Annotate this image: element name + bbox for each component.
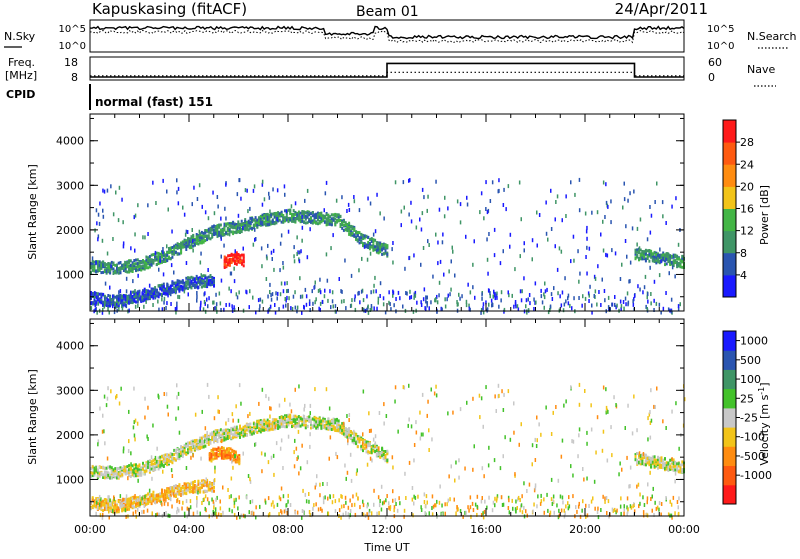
vel-colorbar-swatch-0 (723, 485, 736, 505)
power-colorbar-label: Power [dB] (758, 185, 771, 245)
vel-colorbar-tick-0: 1000 (740, 335, 768, 348)
noise-left-label: N.Sky (4, 30, 36, 43)
freq-tick-bottom: 8 (71, 71, 78, 84)
vel-colorbar-swatch-5 (723, 389, 736, 409)
power-colorbar-swatch-5 (723, 164, 736, 187)
echo-band-3 (635, 452, 686, 474)
time-tick-label-1: 04:00 (173, 523, 205, 536)
frequency-panel: Freq. [MHz] 18 8 60 0 Nave (5, 56, 776, 86)
power-ytick-label-2: 3000 (56, 179, 84, 192)
power-colorbar-tick-2: 12 (740, 225, 754, 238)
power-ytick-label-1: 2000 (56, 224, 84, 237)
power-colorbar-swatch-2 (723, 231, 736, 254)
velocity-y-ticks: 1000 2000 3000 4000 (56, 323, 684, 501)
vel-ytick-label-3: 4000 (56, 340, 84, 353)
velocity-ylabel: Slant Range [km] (26, 369, 39, 465)
cpid-label: CPID (6, 88, 35, 101)
vel-colorbar-swatch-8 (723, 331, 736, 351)
power-colorbar-swatch-7 (723, 120, 736, 143)
power-colorbar-tick-3: 16 (740, 203, 754, 216)
nave-tick-top: 60 (708, 56, 722, 69)
noise-search-trace (90, 31, 684, 43)
time-tick-label-4: 16:00 (470, 523, 502, 536)
power-y-ticks: 1000 2000 3000 4000 (56, 118, 684, 296)
vel-colorbar-tick-3: 25 (740, 392, 754, 405)
power-ytick-label-3: 4000 (56, 135, 84, 148)
velocity-panel: 1000 2000 3000 4000 00:00 04:00 08:00 12:00 16:… (26, 319, 772, 554)
power-colorbar-tick-4: 20 (740, 180, 754, 193)
cpid-value: normal (fast) 151 (95, 95, 213, 109)
power-colorbar-tick-6: 28 (740, 136, 754, 149)
noise-right-tick-top: 10^5 (707, 24, 734, 35)
noise-left-tick-bottom: 10^0 (59, 41, 86, 52)
cpid-panel: CPID normal (fast) 151 (6, 84, 213, 110)
vel-ytick-label-2: 3000 (56, 384, 84, 397)
vel-colorbar-swatch-6 (723, 369, 736, 389)
power-data (90, 178, 685, 315)
echo-band-2 (224, 251, 245, 269)
frequency-traces (90, 63, 684, 77)
noise-sky-trace (90, 27, 684, 39)
time-tick-label-3: 12:00 (371, 523, 403, 536)
noise-panel: N.Sky 10^5 10^0 10^5 10^0 N.Search (4, 20, 797, 52)
vel-colorbar-swatch-3 (723, 427, 736, 447)
power-colorbar-tick-0: 4 (740, 269, 747, 282)
power-colorbar-swatch-4 (723, 186, 736, 209)
radar-title: Kapuskasing (fitACF) (92, 0, 247, 18)
vel-colorbar-tick-1: 500 (740, 354, 761, 367)
power-colorbar: 4 8 12 16 20 24 28 (723, 120, 754, 298)
power-colorbar-swatch-0 (723, 275, 736, 298)
power-panel: 1000 2000 3000 4000 Slant Range [km] 4 8 12 16… (26, 114, 771, 315)
vel-colorbar-swatch-2 (723, 446, 736, 466)
frequency-trace (90, 63, 684, 77)
vel-ytick-label-1: 2000 (56, 429, 84, 442)
noise-traces (90, 27, 684, 43)
velocity-data (90, 383, 686, 520)
nave-label: Nave (747, 63, 775, 76)
freq-tick-top: 18 (64, 56, 78, 69)
date-label: 24/Apr/2011 (615, 0, 708, 18)
time-tick-label-2: 08:00 (272, 523, 304, 536)
power-colorbar-swatch-1 (723, 253, 736, 276)
noise-right-tick-bottom: 10^0 (707, 41, 734, 52)
vel-ytick-label-0: 1000 (56, 473, 84, 486)
time-tick-label-6: 00:00 (668, 523, 700, 536)
power-ytick-label-0: 1000 (56, 268, 84, 281)
vel-colorbar-tick-7: -1000 (740, 469, 772, 482)
power-colorbar-tick-1: 8 (740, 247, 747, 260)
vel-colorbar-swatch-7 (723, 350, 736, 370)
vel-colorbar-tick-4: -25 (740, 412, 758, 425)
power-ylabel: Slant Range [km] (26, 164, 39, 260)
noise-right-label: N.Search (747, 30, 797, 43)
vel-colorbar-swatch-4 (723, 408, 736, 428)
power-colorbar-swatch-6 (723, 142, 736, 165)
power-colorbar-tick-5: 24 (740, 158, 754, 171)
time-tick-label-0: 00:00 (74, 523, 106, 536)
beam-label: Beam 01 (356, 4, 419, 20)
freq-label-line1: Freq. (8, 56, 35, 69)
freq-label-line2: [MHz] (5, 69, 37, 82)
time-axis-label: Time UT (363, 541, 409, 554)
velocity-colorbar-label: Velocity [m s-1] (757, 382, 771, 465)
noise-left-tick-top: 10^5 (59, 24, 86, 35)
vel-colorbar-swatch-1 (723, 466, 736, 486)
nave-tick-bottom: 0 (708, 71, 715, 84)
time-tick-label-5: 20:00 (569, 523, 601, 536)
power-colorbar-swatch-3 (723, 209, 736, 232)
